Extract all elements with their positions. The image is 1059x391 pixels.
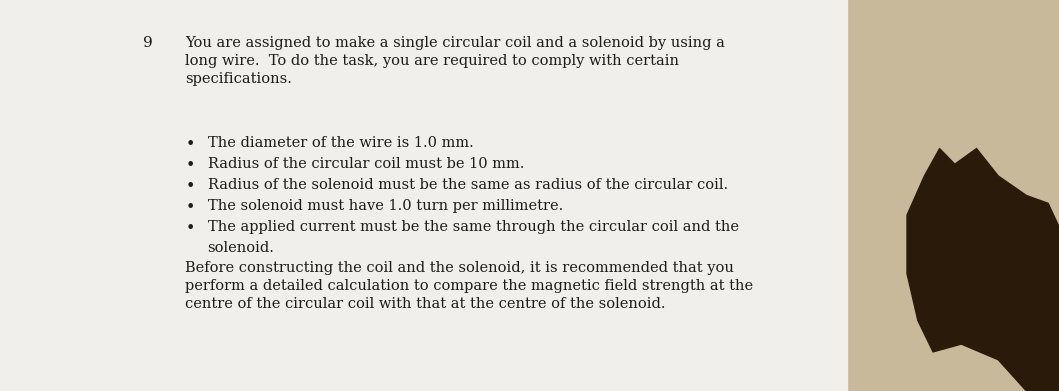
Text: •: • (185, 157, 195, 174)
Text: The applied current must be the same through the circular coil and the: The applied current must be the same thr… (208, 220, 738, 234)
Text: The solenoid must have 1.0 turn per millimetre.: The solenoid must have 1.0 turn per mill… (208, 199, 562, 213)
Text: Radius of the solenoid must be the same as radius of the circular coil.: Radius of the solenoid must be the same … (208, 178, 728, 192)
Text: perform a detailed calculation to compare the magnetic field strength at the: perform a detailed calculation to compar… (185, 279, 753, 293)
Bar (842, 0, 1059, 391)
Text: •: • (185, 199, 195, 216)
Text: centre of the circular coil with that at the centre of the solenoid.: centre of the circular coil with that at… (185, 297, 666, 311)
Text: long wire.  To do the task, you are required to comply with certain: long wire. To do the task, you are requi… (185, 54, 679, 68)
Text: Radius of the circular coil must be 10 mm.: Radius of the circular coil must be 10 m… (208, 157, 524, 171)
Text: •: • (185, 178, 195, 195)
Text: •: • (185, 136, 195, 153)
Text: solenoid.: solenoid. (208, 241, 274, 255)
Text: You are assigned to make a single circular coil and a solenoid by using a: You are assigned to make a single circul… (185, 36, 725, 50)
Polygon shape (907, 149, 1059, 391)
Text: 9: 9 (143, 36, 152, 50)
Text: specifications.: specifications. (185, 72, 292, 86)
Text: The diameter of the wire is 1.0 mm.: The diameter of the wire is 1.0 mm. (208, 136, 473, 150)
Bar (0, 0, 847, 391)
Text: •: • (185, 220, 195, 237)
Text: Before constructing the coil and the solenoid, it is recommended that you: Before constructing the coil and the sol… (185, 261, 734, 275)
